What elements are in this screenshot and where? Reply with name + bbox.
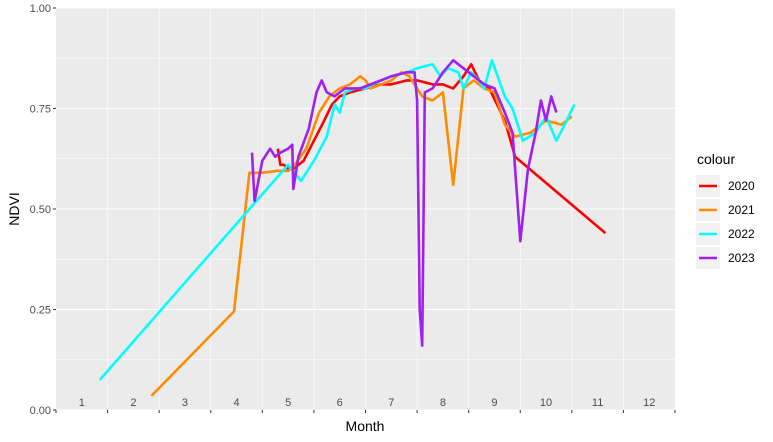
x-tick-label: 5 bbox=[285, 397, 291, 409]
legend: colour 2020 2021 2022 2023 bbox=[696, 151, 755, 269]
y-tick-label: 0.75 bbox=[30, 104, 51, 116]
x-tick-label: 10 bbox=[540, 397, 552, 409]
y-tick-label: 1.00 bbox=[30, 3, 51, 15]
y-tick-label: 0.50 bbox=[30, 204, 51, 216]
x-tick-label: 1 bbox=[79, 397, 85, 409]
x-tick-label: 9 bbox=[491, 397, 497, 409]
legend-title: colour bbox=[697, 151, 735, 167]
x-tick-label: 12 bbox=[643, 397, 655, 409]
legend-label-2023: 2023 bbox=[728, 251, 755, 265]
x-tick-label: 11 bbox=[592, 397, 603, 409]
plot-panel bbox=[56, 7, 675, 411]
series-line-2021 bbox=[150, 71, 573, 397]
y-axis-title: NDVI bbox=[6, 192, 22, 225]
legend-label-2021: 2021 bbox=[728, 203, 755, 217]
x-tick-label: 6 bbox=[337, 397, 343, 409]
x-axis-title: Month bbox=[346, 418, 385, 434]
x-tick-label: 3 bbox=[182, 397, 188, 409]
y-tick-label: 0.00 bbox=[30, 405, 51, 417]
legend-label-2020: 2020 bbox=[728, 179, 755, 193]
x-tick-label: 2 bbox=[130, 397, 136, 409]
x-tick-label: 4 bbox=[233, 397, 239, 409]
series-lines bbox=[98, 59, 607, 397]
x-tick-label: 7 bbox=[388, 397, 394, 409]
axes: 0.000.250.500.751.001 2 3 4 5 6 7 8 9 10 11 12 bbox=[30, 3, 676, 417]
series-line-2023 bbox=[250, 59, 558, 347]
y-tick-label: 0.25 bbox=[30, 305, 51, 317]
legend-label-2022: 2022 bbox=[728, 227, 755, 241]
x-tick-label: 8 bbox=[440, 397, 446, 409]
